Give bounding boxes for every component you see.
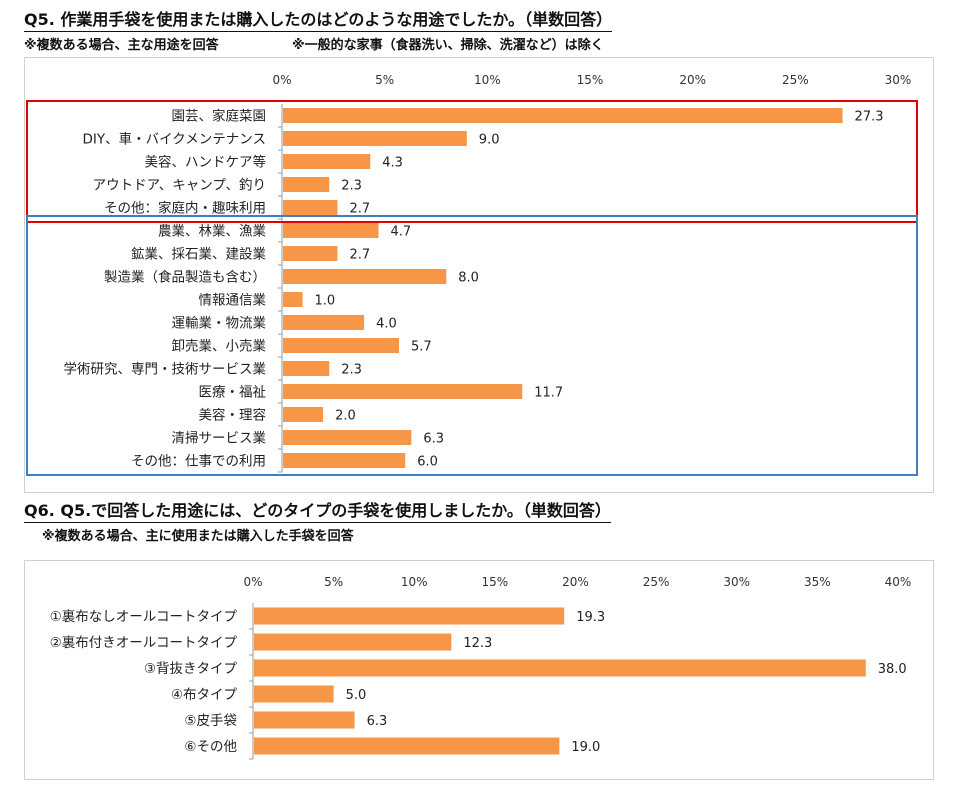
data-label: 4.7 bbox=[391, 225, 412, 240]
data-label: 12.3 bbox=[463, 636, 492, 651]
category-label: 学術研究、専門・技術サービス業 bbox=[64, 362, 267, 378]
category-label: 清掃サービス業 bbox=[172, 430, 267, 447]
bar bbox=[283, 338, 400, 353]
data-label: 4.0 bbox=[376, 317, 397, 332]
x-tick-label: 10% bbox=[401, 575, 428, 589]
x-tick-label: 25% bbox=[643, 575, 670, 589]
category-label: ①裏布なしオールコートタイプ bbox=[50, 609, 238, 625]
category-label: 美容、ハンドケア等 bbox=[145, 154, 267, 171]
data-label: 2.7 bbox=[349, 202, 370, 217]
bar bbox=[283, 430, 412, 445]
bar bbox=[283, 131, 467, 146]
x-tick-label: 5% bbox=[324, 575, 343, 589]
x-tick-label: 40% bbox=[885, 575, 912, 589]
q6-glove-type-bar-chart: 0% 5% 10% 15% 20% 25% 30% 35% 40% ①裏布なしオールコートタイプ 1… bbox=[50, 575, 912, 760]
data-label: 27.3 bbox=[855, 110, 884, 125]
data-label: 11.7 bbox=[534, 386, 563, 401]
data-label: 2.3 bbox=[341, 179, 362, 194]
category-label: 園芸、家庭菜園 bbox=[172, 108, 267, 125]
x-tick-label: 30% bbox=[723, 575, 750, 589]
data-label: 1.0 bbox=[315, 294, 336, 309]
data-label: 38.0 bbox=[878, 662, 907, 677]
data-label: 6.0 bbox=[417, 455, 438, 470]
category-group-box bbox=[26, 215, 918, 476]
x-tick-label: 35% bbox=[804, 575, 831, 589]
data-label: 5.7 bbox=[411, 340, 432, 355]
x-tick-label: 0% bbox=[243, 575, 262, 589]
category-label: 美容・理容 bbox=[199, 407, 267, 424]
data-label: 19.0 bbox=[571, 740, 600, 755]
q5-usage-bar-chart: 0% 5% 10% 15% 20% 25% 30% 園芸、家庭菜園 27.3 DIY、車・バイクメ… bbox=[26, 73, 918, 476]
x-tick-label: 0% bbox=[272, 73, 291, 87]
category-group-box bbox=[26, 100, 918, 223]
q5-title: Q5. 作業用手袋を使用または購入したのはどのような用途でしたか。（単数回答） bbox=[24, 6, 613, 32]
data-label: 6.3 bbox=[367, 714, 388, 729]
data-label: 6.3 bbox=[423, 432, 444, 447]
bar bbox=[254, 607, 565, 625]
bar bbox=[283, 154, 371, 169]
data-label: 8.0 bbox=[458, 271, 479, 286]
q5-note-main-use: ※複数ある場合、主な用途を回答 bbox=[24, 38, 219, 53]
bar bbox=[254, 711, 355, 729]
category-label: 農業、林業、漁業 bbox=[158, 224, 266, 240]
bar bbox=[283, 407, 324, 422]
q5-note-exclude-housework: ※一般的な家事（食器洗い、掃除、洗濯など）は除く bbox=[292, 38, 604, 53]
bar bbox=[283, 292, 303, 307]
x-tick-label: 20% bbox=[679, 73, 706, 87]
category-label: ②裏布付きオールコートタイプ bbox=[50, 635, 238, 651]
bar bbox=[283, 200, 338, 215]
x-tick-label: 15% bbox=[482, 575, 509, 589]
category-label: 卸売業、小売業 bbox=[172, 339, 267, 355]
q6-note-main-glove: ※複数ある場合、主に使用または購入した手袋を回答 bbox=[42, 529, 354, 544]
category-label: アウトドア、キャンプ、釣り bbox=[93, 178, 266, 194]
x-tick-label: 15% bbox=[577, 73, 604, 87]
data-label: 5.0 bbox=[346, 688, 367, 703]
bar bbox=[283, 453, 406, 468]
bar bbox=[283, 269, 447, 284]
data-label: 2.7 bbox=[349, 248, 370, 263]
bar bbox=[254, 633, 452, 651]
q6-chart-area: 0% 5% 10% 15% 20% 25% 30% 35% 40% ①裏布なしオールコートタイプ 1… bbox=[24, 560, 934, 780]
category-label: 医療・福祉 bbox=[199, 384, 267, 401]
q6-title: Q6. Q5.で回答した用途には、どのタイプの手袋を使用しましたか。（単数回答） bbox=[24, 497, 611, 523]
category-label: ⑥その他 bbox=[184, 739, 237, 755]
bar bbox=[283, 315, 365, 330]
category-label: その他：仕事での利用 bbox=[131, 454, 266, 470]
category-label: ③背抜きタイプ bbox=[144, 661, 238, 677]
category-label: 鉱業、採石業、建設業 bbox=[131, 247, 266, 263]
category-label: DIY、車・バイクメンテナンス bbox=[82, 132, 266, 148]
data-label: 2.0 bbox=[335, 409, 356, 424]
bar bbox=[254, 659, 866, 677]
x-tick-label: 20% bbox=[562, 575, 589, 589]
bar bbox=[283, 246, 338, 261]
category-label: 運輸業・物流業 bbox=[172, 316, 267, 332]
x-tick-label: 5% bbox=[375, 73, 394, 87]
x-tick-label: 25% bbox=[782, 73, 809, 87]
data-label: 19.3 bbox=[576, 610, 605, 625]
bar bbox=[254, 685, 334, 703]
bar bbox=[283, 223, 379, 238]
category-label: 製造業（食品製造も含む） bbox=[104, 269, 266, 286]
data-label: 9.0 bbox=[479, 133, 500, 148]
bar bbox=[254, 737, 560, 755]
bar bbox=[283, 177, 330, 192]
bar bbox=[283, 384, 523, 399]
data-label: 2.3 bbox=[341, 363, 362, 378]
category-label: その他：家庭内・趣味利用 bbox=[104, 200, 266, 217]
data-label: 4.3 bbox=[382, 156, 403, 171]
category-label: ④布タイプ bbox=[171, 687, 238, 703]
x-tick-label: 10% bbox=[474, 73, 501, 87]
x-tick-label: 30% bbox=[885, 73, 912, 87]
bar bbox=[283, 108, 843, 123]
category-label: 情報通信業 bbox=[199, 293, 267, 309]
q5-chart-area: 0% 5% 10% 15% 20% 25% 30% 園芸、家庭菜園 27.3 DIY、車・バイクメ… bbox=[24, 57, 934, 493]
category-label: ⑤皮手袋 bbox=[184, 713, 237, 729]
bar bbox=[283, 361, 330, 376]
